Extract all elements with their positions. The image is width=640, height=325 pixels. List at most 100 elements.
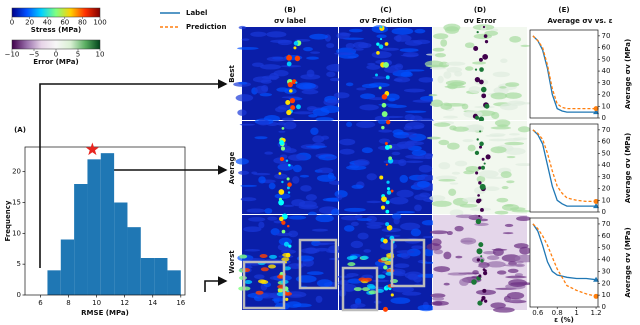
y-tick-label: 10 <box>12 229 21 237</box>
heatmap-patch <box>368 82 390 88</box>
heatmap-patch <box>380 242 397 250</box>
heatmap-spot <box>381 125 385 130</box>
heatmap-patch <box>266 56 288 62</box>
heatmap-patch <box>443 71 452 79</box>
heatmap-patch <box>281 117 295 122</box>
heatmap-patch <box>292 164 302 173</box>
heatmap-spot <box>259 254 268 259</box>
heatmap-patch <box>254 136 268 140</box>
heatmap-spot <box>481 93 487 99</box>
y-axis-label: Average σv (MPa) <box>624 133 632 203</box>
heatmap-patch <box>494 119 511 127</box>
heatmap-patch <box>446 66 463 73</box>
heatmap-patch <box>464 42 475 49</box>
heatmap-patch <box>416 174 437 181</box>
heatmap-spot <box>383 61 389 68</box>
heatmap-patch <box>396 210 416 214</box>
heatmap-patch <box>490 28 499 32</box>
heatmap-spot <box>474 150 480 156</box>
heatmap-patch <box>376 34 387 39</box>
colorbar <box>11 39 101 50</box>
heatmap-patch <box>452 126 469 132</box>
heatmap-spot <box>480 299 484 302</box>
heatmap-patch <box>429 230 449 235</box>
heatmap-spot <box>362 287 371 292</box>
highlight-box <box>298 238 338 290</box>
y-tick-label: 0 <box>602 114 606 122</box>
heatmap-patch <box>443 282 450 286</box>
heatmap-patch <box>334 52 354 55</box>
heatmap-spot <box>279 216 284 222</box>
heatmap-patch <box>372 76 387 80</box>
heatmap-patch <box>491 248 508 251</box>
heatmap-patch <box>258 221 265 229</box>
heatmap-patch <box>416 180 430 188</box>
x-tick-label: 12 <box>120 299 129 307</box>
heatmap-patch <box>500 171 512 178</box>
legend-label: Label <box>186 9 207 17</box>
arrows <box>39 79 228 292</box>
heatmap-patch <box>431 200 452 207</box>
heatmap-patch <box>339 32 351 36</box>
heatmap-spot <box>282 253 291 258</box>
heatmap-patch <box>356 218 373 221</box>
heatmap-spot <box>479 141 484 147</box>
highlight-box <box>341 266 379 312</box>
heatmap-patch <box>366 221 386 226</box>
heatmap-patch <box>501 185 509 190</box>
heatmap-patch <box>246 265 253 269</box>
heatmap-patch <box>313 242 330 246</box>
colorbar-tick-label: −5 <box>29 51 39 59</box>
heatmap-patch <box>315 214 334 223</box>
highlight-box <box>390 238 426 288</box>
heatmap-patch <box>378 129 393 133</box>
heatmap-patch <box>275 232 293 237</box>
bar <box>154 258 168 295</box>
heatmap-spot <box>293 46 297 50</box>
heatmap-patch <box>273 220 283 224</box>
heatmap-spot <box>294 55 301 62</box>
heatmap-patch <box>483 250 496 255</box>
heatmap-patch <box>251 62 264 67</box>
heatmap-patch <box>317 167 334 174</box>
heatmap-patch <box>396 141 415 148</box>
bar <box>114 202 128 295</box>
heatmap-patch <box>326 99 342 104</box>
heatmap-patch <box>404 271 423 280</box>
heatmap-patch <box>484 30 499 36</box>
heatmap-spot <box>286 109 292 116</box>
heatmap-patch <box>349 28 363 33</box>
y-tick-label: 0 <box>17 291 21 299</box>
heatmap-patch <box>350 221 359 227</box>
y-tick-label: 50 <box>602 149 611 157</box>
heatmap-patch <box>394 263 410 269</box>
heatmap-patch <box>432 296 445 301</box>
heatmap-patch <box>449 209 464 217</box>
heatmap-patch <box>343 225 355 232</box>
heatmap-spot <box>382 94 388 99</box>
colorbar <box>11 7 101 18</box>
y-tick-label: 70 <box>602 126 611 134</box>
heatmap-spot <box>269 254 278 259</box>
end-marker <box>593 203 600 209</box>
heatmap-patch <box>492 307 515 313</box>
heatmap-patch <box>468 86 482 94</box>
heatmap-patch <box>321 135 330 140</box>
heatmap-patch <box>412 156 432 160</box>
row-label: Best <box>228 65 236 83</box>
heatmap-patch <box>305 194 318 201</box>
heatmap-patch <box>430 99 443 107</box>
heatmap-patch <box>507 268 519 273</box>
line <box>532 35 597 110</box>
heatmap-spot <box>386 224 393 231</box>
heatmap-patch <box>277 39 293 46</box>
heatmap-patch <box>259 92 273 97</box>
heatmap-patch <box>324 156 337 159</box>
heatmap-spot <box>295 81 298 84</box>
heatmap-spot <box>390 293 394 297</box>
heatmap-patch <box>286 301 302 308</box>
heatmap-spot <box>479 67 484 72</box>
heatmap-spot <box>244 280 253 285</box>
end-marker <box>593 106 599 112</box>
